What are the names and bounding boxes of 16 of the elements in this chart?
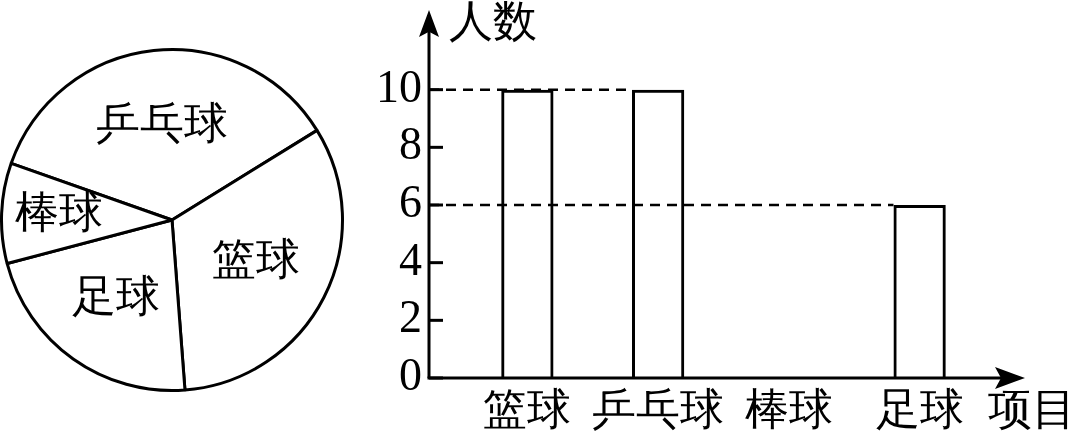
slice-label: 足球 [71,271,160,321]
slice-label: 棒球 [15,188,104,238]
slice-label: 乒乓球 [95,99,228,149]
x-axis-title: 项目 [988,384,1076,434]
slice-label: 篮球 [211,235,300,285]
y-tick-label: 0 [399,349,422,401]
x-tick-label: 棒球 [744,384,833,434]
y-tick-label: 6 [399,176,422,228]
x-tick-label: 篮球 [483,384,572,434]
y-tick-label: 8 [399,118,422,170]
y-tick-label: 4 [399,233,422,285]
x-tick-label: 足球 [875,384,964,434]
y-tick-label: 10 [376,60,422,112]
y-tick-label: 2 [399,291,422,343]
y-axis-title: 人数 [449,0,537,46]
x-tick-label: 乒乓球 [592,384,725,434]
